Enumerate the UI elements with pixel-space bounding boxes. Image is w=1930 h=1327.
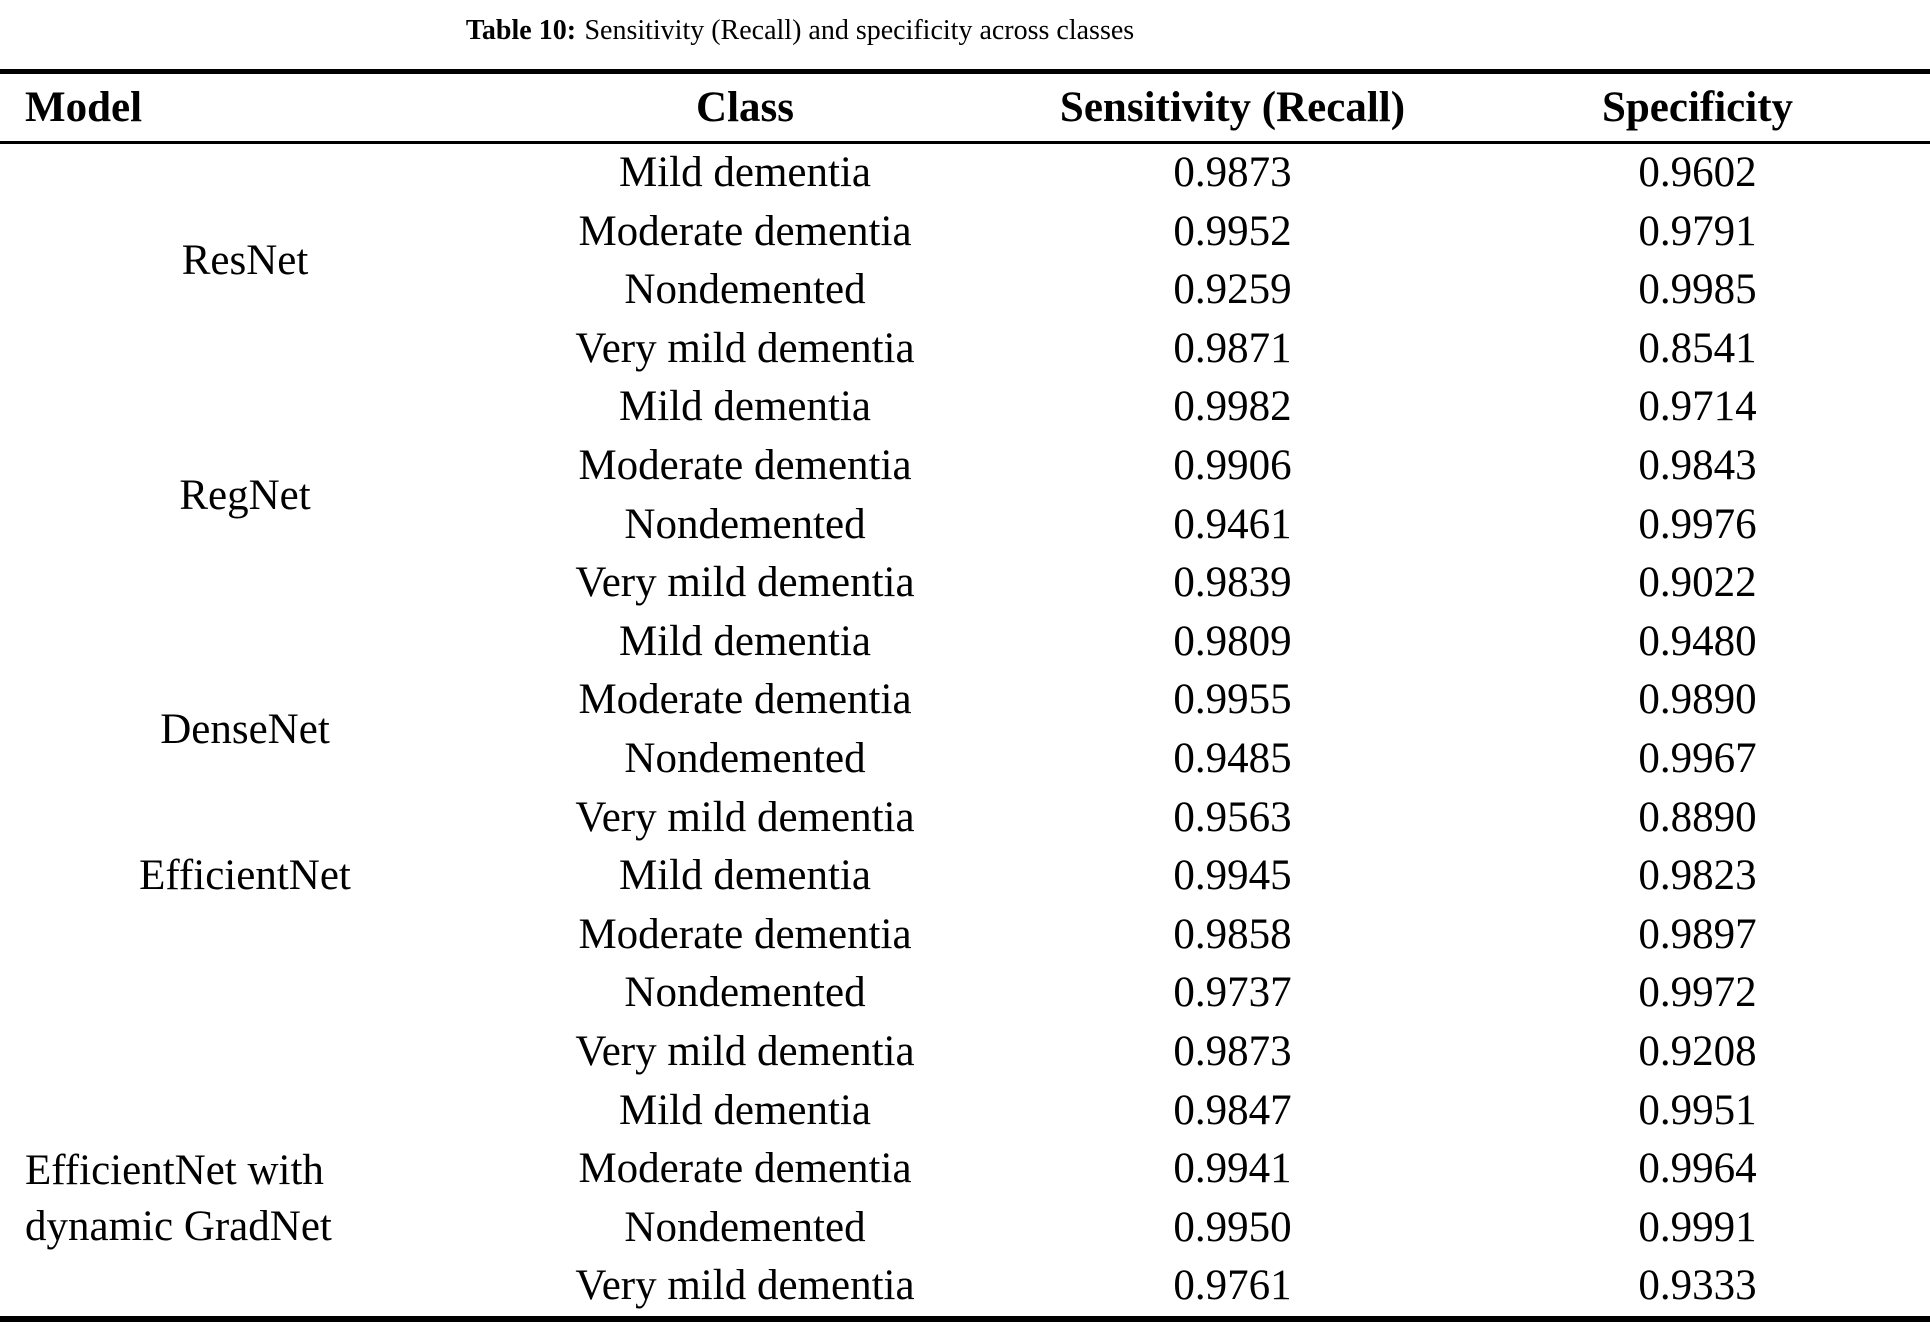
- class-cell: Very mild dementia: [575, 1027, 915, 1075]
- specificity-cell: 0.9022: [1638, 559, 1757, 607]
- sensitivity-cell: 0.9563: [1173, 793, 1292, 841]
- class-cell: Mild dementia: [619, 617, 871, 665]
- results-table: Model Class Sensitivity (Recall) Specifi…: [0, 69, 1930, 1322]
- class-cell: Nondemented: [624, 1203, 866, 1251]
- sensitivity-cell: 0.9259: [1173, 266, 1292, 314]
- specificity-cell: 0.9985: [1638, 266, 1757, 314]
- table-row: DenseNet Mild dementia 0.9809 0.9480: [0, 613, 1930, 753]
- specificity-cell: 0.9951: [1638, 1086, 1757, 1134]
- sensitivity-cell: 0.9871: [1173, 324, 1292, 372]
- specificity-cell: 0.9602: [1638, 149, 1757, 196]
- header-row: Model Class Sensitivity (Recall) Specifi…: [0, 71, 1930, 144]
- table-row: Nondemented 0.9485 0.9967: [0, 730, 1930, 789]
- sensitivity-cell: 0.9982: [1173, 383, 1292, 431]
- specificity-cell: 0.9480: [1638, 617, 1757, 665]
- table-row: Moderate dementia 0.9941 0.9964: [0, 1140, 1930, 1199]
- specificity-cell: 0.9208: [1638, 1027, 1757, 1075]
- model-cell-efficientnet-gradnet: EfficientNet with dynamic GradNet: [25, 1146, 332, 1250]
- sensitivity-cell: 0.9906: [1173, 441, 1292, 489]
- table-row: Very mild dementia 0.9761 0.9333: [0, 1257, 1930, 1319]
- specificity-cell: 0.9964: [1638, 1145, 1757, 1193]
- table-row: Moderate dementia 0.9955 0.9890: [0, 671, 1930, 730]
- sensitivity-cell: 0.9761: [1173, 1262, 1292, 1310]
- table-row: Moderate dementia 0.9952 0.9791: [0, 203, 1930, 262]
- table-row: ResNet Mild dementia 0.9873 0.9602: [0, 143, 1930, 284]
- sensitivity-cell: 0.9945: [1173, 852, 1292, 900]
- table-row: Nondemented 0.9461 0.9976: [0, 496, 1930, 555]
- sensitivity-cell: 0.9941: [1173, 1145, 1292, 1193]
- table-row: Moderate dementia 0.9906 0.9843: [0, 437, 1930, 496]
- class-cell: Mild dementia: [619, 383, 871, 431]
- table-caption-text: Sensitivity (Recall) and specificity acr…: [584, 15, 1135, 46]
- specificity-cell: 0.8890: [1638, 793, 1757, 841]
- table-row: Very mild dementia 0.9839 0.9022: [0, 554, 1930, 613]
- specificity-cell: 0.8541: [1638, 324, 1757, 372]
- class-cell: Moderate dementia: [578, 676, 912, 724]
- specificity-cell: 0.9967: [1638, 734, 1757, 782]
- model-cell-efficientnet: EfficientNet: [139, 852, 351, 900]
- header-specificity: Specificity: [1465, 71, 1930, 144]
- header-sensitivity: Sensitivity (Recall): [1000, 71, 1465, 144]
- specificity-cell: 0.9991: [1638, 1203, 1757, 1251]
- specificity-cell: 0.9843: [1638, 441, 1757, 489]
- table-row: Very mild dementia 0.9873 0.9208: [0, 1023, 1930, 1082]
- sensitivity-cell: 0.9485: [1173, 734, 1292, 782]
- table-caption: Table 10: Sensitivity (Recall) and specif…: [0, 0, 1600, 69]
- table-row: Nondemented 0.9737 0.9972: [0, 964, 1930, 1023]
- table-row: Very mild dementia 0.9871 0.8541: [0, 320, 1930, 379]
- class-cell: Nondemented: [624, 734, 866, 782]
- table-row: Moderate dementia 0.9858 0.9897: [0, 906, 1930, 965]
- specificity-cell: 0.9890: [1638, 676, 1757, 724]
- table-row: Nondemented 0.9950 0.9991: [0, 1199, 1930, 1258]
- specificity-cell: 0.9972: [1638, 969, 1757, 1017]
- class-cell: Mild dementia: [619, 852, 871, 900]
- model-cell-regnet: RegNet: [179, 471, 311, 519]
- sensitivity-cell: 0.9847: [1173, 1086, 1292, 1134]
- header-model: Model: [0, 71, 490, 144]
- sensitivity-cell: 0.9952: [1173, 207, 1292, 255]
- class-cell: Nondemented: [624, 969, 866, 1017]
- class-cell: Very mild dementia: [575, 793, 915, 841]
- specificity-cell: 0.9823: [1638, 852, 1757, 900]
- table-row: Very mild dementia 0.9563 0.8890: [0, 789, 1930, 848]
- specificity-cell: 0.9333: [1638, 1262, 1757, 1310]
- sensitivity-cell: 0.9955: [1173, 676, 1292, 724]
- class-cell: Very mild dementia: [575, 1262, 915, 1310]
- header-class: Class: [490, 71, 1000, 144]
- sensitivity-cell: 0.9839: [1173, 559, 1292, 607]
- table-row: EfficientNet Mild dementia 0.9945 0.9823: [0, 847, 1930, 906]
- sensitivity-cell: 0.9809: [1173, 617, 1292, 665]
- class-cell: Very mild dementia: [575, 324, 915, 372]
- sensitivity-cell: 0.9858: [1173, 910, 1292, 958]
- table-row: RegNet Mild dementia 0.9982 0.9714: [0, 378, 1930, 518]
- class-cell: Moderate dementia: [578, 1145, 912, 1193]
- table-caption-label: Table 10:: [465, 15, 577, 46]
- sensitivity-cell: 0.9873: [1173, 149, 1292, 196]
- table-row: EfficientNet with dynamic GradNet Mild d…: [0, 1082, 1930, 1250]
- specificity-cell: 0.9976: [1638, 500, 1757, 548]
- class-cell: Nondemented: [624, 500, 866, 548]
- specificity-cell: 0.9791: [1638, 207, 1757, 255]
- class-cell: Moderate dementia: [578, 441, 912, 489]
- class-cell: Mild dementia: [619, 1086, 871, 1134]
- class-cell: Nondemented: [624, 266, 866, 314]
- sensitivity-cell: 0.9950: [1173, 1203, 1292, 1251]
- table-row: Nondemented 0.9259 0.9985: [0, 261, 1930, 320]
- class-cell: Mild dementia: [619, 149, 871, 196]
- sensitivity-cell: 0.9461: [1173, 500, 1292, 548]
- specificity-cell: 0.9714: [1638, 383, 1757, 431]
- sensitivity-cell: 0.9873: [1173, 1027, 1292, 1075]
- class-cell: Moderate dementia: [578, 910, 912, 958]
- model-cell-resnet: ResNet: [181, 237, 309, 285]
- sensitivity-cell: 0.9737: [1173, 969, 1292, 1017]
- class-cell: Moderate dementia: [578, 207, 912, 255]
- specificity-cell: 0.9897: [1638, 910, 1757, 958]
- model-cell-densenet: DenseNet: [160, 705, 330, 753]
- class-cell: Very mild dementia: [575, 559, 915, 607]
